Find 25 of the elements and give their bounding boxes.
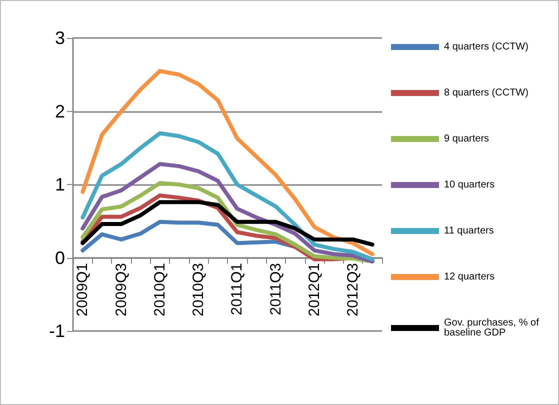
- legend-label: 4 quarters (CCTW): [444, 42, 528, 52]
- line-series: [80, 131, 374, 262]
- x-tick-label: 2011Q3: [267, 263, 284, 316]
- y-tick-label: 0: [54, 248, 65, 268]
- x-tick-label: 2011Q1: [228, 263, 246, 316]
- x-tick-label: 2010Q1: [151, 263, 168, 316]
- legend-label: Gov. purchases, % of baseline GDP: [444, 318, 542, 338]
- x-tick-label: 2012Q3: [344, 263, 362, 316]
- legend-label: 12 quarters: [444, 272, 495, 282]
- legend-label: 10 quarters: [444, 180, 495, 190]
- x-tick-label: 2009Q1: [74, 263, 92, 316]
- x-tick-label: 2009Q3: [112, 263, 130, 316]
- x-tick-label: 2010Q3: [190, 263, 208, 316]
- legend-label: 9 quarters: [444, 134, 490, 144]
- y-tick-label: 3: [54, 28, 65, 48]
- legend-label: 8 quarters (CCTW): [444, 88, 528, 98]
- line-series: [80, 181, 374, 264]
- y-tick-label: 2: [54, 101, 65, 122]
- line-series: [80, 200, 374, 247]
- x-tick-label: 2012Q1: [306, 263, 323, 316]
- line-series: [80, 162, 374, 264]
- y-tick-label: -1: [48, 321, 65, 341]
- line-series: [80, 68, 374, 256]
- legend-label: 11 quarters: [444, 226, 494, 236]
- y-tick-label: 1: [54, 174, 65, 194]
